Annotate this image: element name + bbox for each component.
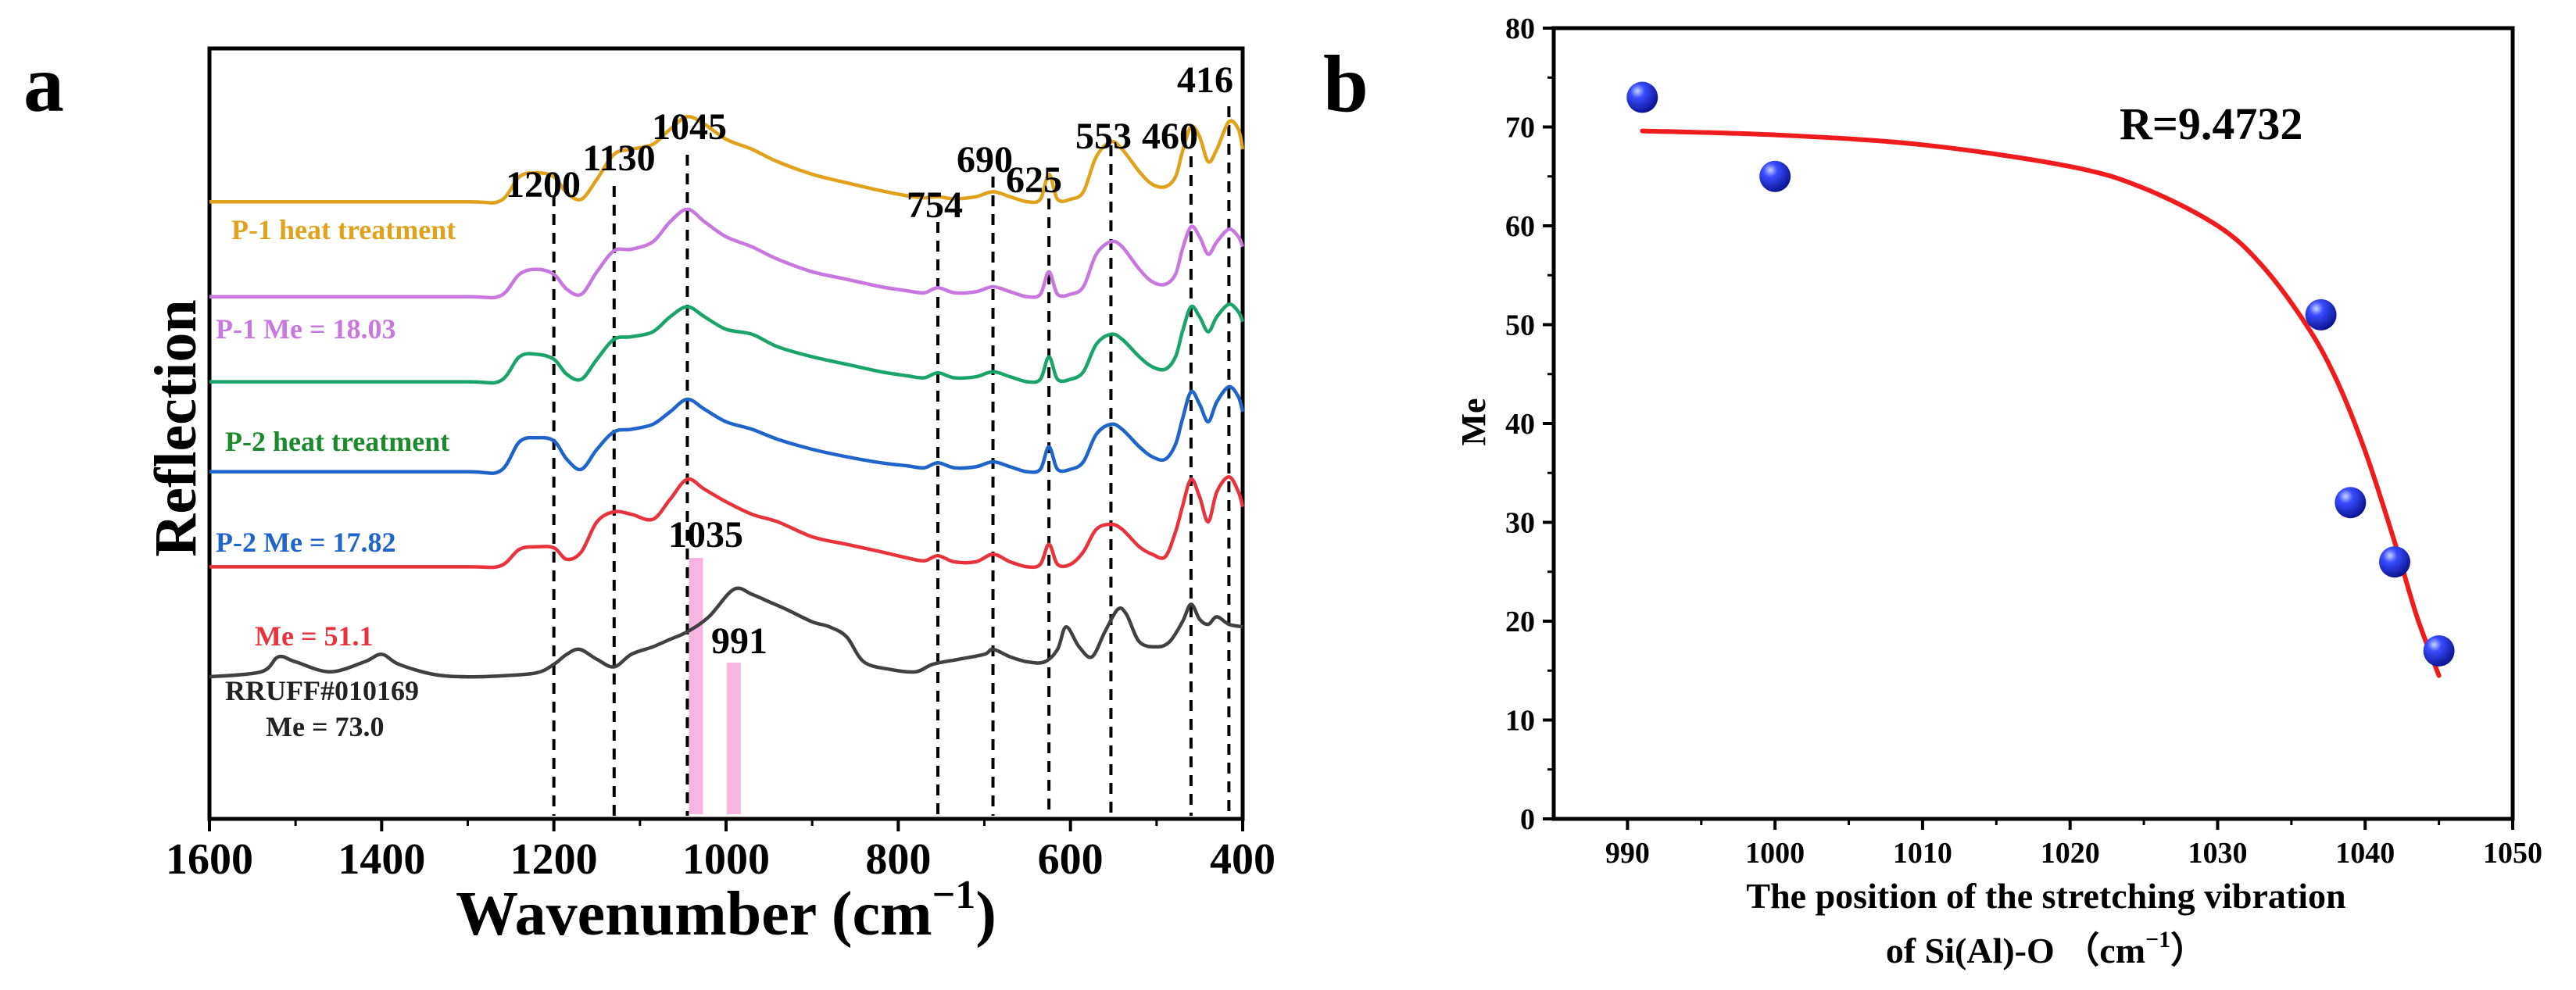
label-rruff-me: Me = 73.0 <box>266 711 384 742</box>
data-point <box>2305 298 2337 331</box>
spectrum-line-3 <box>209 384 1245 475</box>
x-tick-label: 1200 <box>510 835 598 884</box>
b-y-tick-label: 40 <box>1505 408 1535 441</box>
b-x-tick-label: 1030 <box>2188 837 2247 870</box>
peak-label-625: 625 <box>1006 159 1062 201</box>
highlight-band-991 <box>726 663 741 814</box>
b-y-tick-label: 20 <box>1505 606 1535 638</box>
panel-b-x-axis-title-line1: The position of the stretching vibration <box>1746 876 2345 916</box>
data-point <box>1626 81 1658 113</box>
label-p1-heat-treatment: P-1 heat treatment <box>231 214 456 245</box>
panel-a-highlight-bands <box>689 558 741 814</box>
spectrum-line-5 <box>209 586 1243 679</box>
spectrum-line-4 <box>209 474 1245 570</box>
panel-a-x-axis-title: Wavenumber (cm−1) <box>456 873 996 949</box>
panel-a-y-axis-title: Reflection <box>143 299 209 556</box>
x-tick-label: 1600 <box>166 835 253 884</box>
label-p2-heat-treatment: P-2 heat treatment <box>225 426 449 457</box>
label-me-51: Me = 51.1 <box>255 620 373 652</box>
panel-a-spectra <box>209 115 1245 679</box>
peak-label-754: 754 <box>907 184 963 226</box>
peak-label-1200: 1200 <box>506 164 581 206</box>
label-p2-me: P-2 Me = 17.82 <box>216 527 395 558</box>
panel-b-y-axis-title: Me <box>1454 398 1493 445</box>
x-tick-label: 1000 <box>682 835 770 884</box>
panel-b-x-axis-title-line2: of Si(Al)-O （cm−1） <box>1886 927 2206 970</box>
fit-curve-line <box>1640 128 2442 678</box>
b-x-tick-label: 1040 <box>2335 837 2395 870</box>
panel-b-annotation: R=9.4732 <box>2120 98 2302 149</box>
b-x-tick-label: 990 <box>1605 837 1650 870</box>
panel-a-label: a <box>23 39 64 129</box>
b-x-tick-label: 1010 <box>1893 837 1952 870</box>
panel-b-fit-curve <box>1640 128 2442 678</box>
b-y-tick-label: 50 <box>1505 309 1535 342</box>
highlight-band-1035 <box>689 558 703 814</box>
spectrum-line-1 <box>209 207 1245 300</box>
panel-b-axes: 990 1000 1010 1020 1030 1040 10500102030405060… <box>1505 13 2542 870</box>
x-tick-label: 800 <box>865 835 931 884</box>
panel-a-x-axis: 1600 1400 1200 1000 800 600 400 <box>166 819 1275 884</box>
data-point <box>2378 546 2410 578</box>
peak-label-1130: 1130 <box>582 138 655 179</box>
band-label-1035: 1035 <box>668 514 743 556</box>
peak-label-690: 690 <box>957 139 1013 180</box>
panel-b-label: b <box>1323 39 1368 129</box>
x-tick-label: 600 <box>1038 835 1104 884</box>
b-y-tick-label: 60 <box>1505 210 1535 243</box>
data-point <box>1759 160 1791 192</box>
b-x-tick-label: 1000 <box>1745 837 1805 870</box>
panel-b-plot-frame <box>1551 26 2515 821</box>
band-label-991: 991 <box>711 620 767 662</box>
panel-b-data-points <box>1626 81 2455 667</box>
peak-label-460: 460 <box>1142 116 1198 157</box>
peak-label-553: 553 <box>1075 116 1132 157</box>
peak-label-1045: 1045 <box>652 106 727 148</box>
b-y-tick-label: 30 <box>1505 507 1535 540</box>
spectrum-line-2 <box>209 302 1245 385</box>
b-y-tick-label: 70 <box>1505 112 1535 145</box>
b-x-tick-label: 1020 <box>2041 837 2100 870</box>
label-rruff-id: RRUFF#010169 <box>225 675 419 706</box>
b-x-tick-label: 1050 <box>2483 837 2542 870</box>
x-tick-label: 1400 <box>338 835 425 884</box>
b-y-tick-label: 10 <box>1505 705 1535 738</box>
x-tick-label: 400 <box>1210 835 1275 884</box>
data-point <box>2423 634 2455 667</box>
b-y-tick-label: 0 <box>1520 803 1535 836</box>
b-y-tick-label: 80 <box>1505 13 1535 45</box>
data-point <box>2334 487 2367 519</box>
panel-a-peak-lines <box>552 106 1231 816</box>
label-p1-me: P-1 Me = 18.03 <box>216 313 395 345</box>
peak-label-416: 416 <box>1177 59 1233 101</box>
spectrum-line-0 <box>209 115 1245 205</box>
